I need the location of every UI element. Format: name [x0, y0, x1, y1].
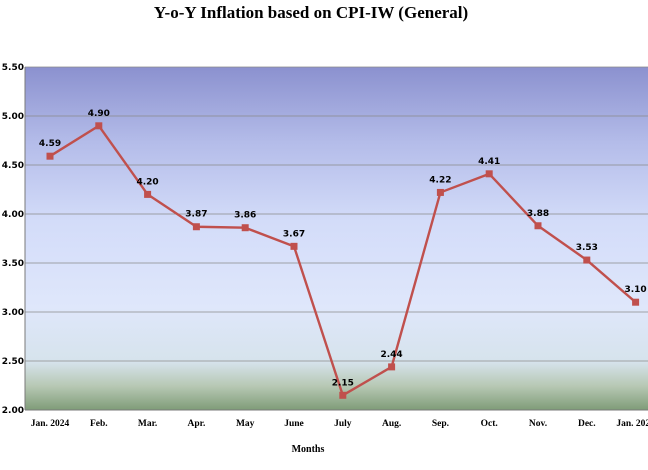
data-label: 4.22 — [429, 175, 451, 185]
data-point — [144, 190, 152, 198]
x-tick-label: Jan. 2025 — [616, 419, 648, 429]
y-tick-label: 2.50 — [2, 357, 24, 367]
chart-title: Y-o-Y Inflation based on CPI-IW (General… — [154, 3, 468, 22]
data-label: 2.44 — [380, 350, 402, 360]
y-tick-label: 4.50 — [2, 161, 24, 171]
y-tick-label: 5.00 — [2, 112, 24, 122]
data-point — [436, 188, 444, 196]
data-label: 3.88 — [527, 209, 549, 219]
x-tick-label: May — [236, 419, 255, 429]
data-label: 3.87 — [185, 210, 207, 220]
data-label: 4.59 — [39, 139, 61, 149]
x-tick-label: Oct. — [481, 419, 498, 429]
x-tick-label: Sep. — [432, 419, 449, 429]
data-point — [534, 222, 542, 230]
x-tick-label: Aug. — [382, 419, 401, 429]
data-point — [241, 224, 249, 232]
y-tick-label: 2.00 — [2, 406, 24, 416]
series-inflation — [46, 122, 640, 399]
data-point — [290, 242, 298, 250]
data-label: 4.41 — [478, 157, 500, 167]
data-point — [485, 170, 493, 178]
data-label: 2.15 — [332, 378, 354, 388]
x-tick-label: Nov. — [529, 419, 547, 429]
gridlines — [25, 66, 648, 362]
data-label: 4.90 — [88, 109, 110, 119]
y-tick-label: 5.50 — [2, 63, 24, 73]
x-axis-label: Months — [292, 444, 325, 455]
data-point — [583, 256, 591, 264]
y-axis-ticks: 2.00 2.50 3.00 3.50 4.00 4.50 5.00 5.50 — [2, 63, 24, 416]
plot-area — [25, 67, 648, 410]
x-tick-label: Apr. — [187, 419, 205, 429]
x-tick-label: July — [334, 419, 352, 429]
data-label: 3.86 — [234, 211, 256, 221]
data-point — [388, 363, 396, 371]
x-tick-label: June — [284, 419, 304, 429]
data-point — [632, 298, 640, 306]
data-label: 4.20 — [136, 177, 158, 187]
x-tick-label: Dec. — [578, 419, 596, 429]
data-point — [95, 122, 103, 130]
data-label: 3.10 — [624, 285, 646, 295]
data-labels: 4.59 4.90 4.20 3.87 3.86 3.67 2.15 2.44 4.22 4.41… — [39, 109, 647, 388]
x-tick-label: Mar. — [138, 419, 157, 429]
data-label: 3.67 — [283, 229, 305, 239]
data-point — [46, 152, 54, 160]
x-axis-ticks: Jan. 2024 Feb. Mar. Apr. May June July Aug. Sep.… — [31, 419, 648, 429]
x-tick-label: Feb. — [90, 419, 108, 429]
data-point — [192, 223, 200, 231]
y-tick-label: 4.00 — [2, 210, 24, 220]
x-tick-label: Jan. 2024 — [31, 419, 70, 429]
data-label: 3.53 — [576, 243, 598, 253]
y-tick-label: 3.50 — [2, 259, 24, 269]
data-point — [339, 391, 347, 399]
y-tick-label: 3.00 — [2, 308, 24, 318]
